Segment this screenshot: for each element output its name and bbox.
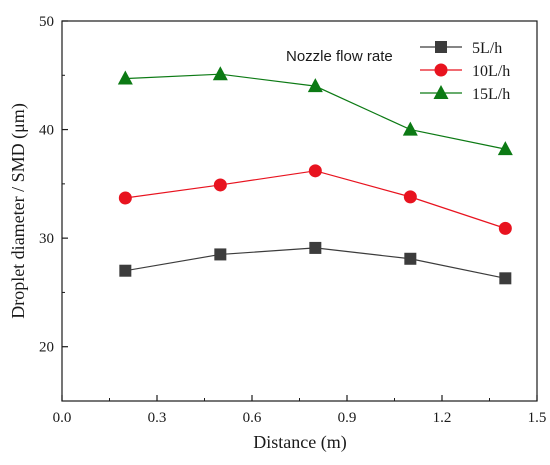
data-point [404,252,417,265]
data-point [498,221,512,235]
data-point [307,78,323,93]
x-tick-label: 1.2 [433,410,452,426]
legend: 5L/h 10L/h 15L/h [420,40,510,103]
data-point [403,190,417,204]
x-tick-label: 0.6 [243,410,262,426]
y-tick-label: 30 [39,231,54,247]
x-tick-label: 0.3 [148,410,167,426]
series-2 [117,66,513,156]
y-axis-title: Droplet diameter / SMD (μm) [8,103,29,319]
x-tick-label: 0.0 [53,410,72,426]
data-point [309,241,322,254]
legend-label: 15L/h [472,86,510,103]
data-point [214,248,227,261]
legend-marker [434,63,448,77]
x-tick-label: 0.9 [338,410,357,426]
y-tick-label: 40 [39,123,54,139]
legend-marker [435,41,447,53]
data-point [118,191,132,205]
legend-title: Nozzle flow rate [286,48,393,65]
legend-label: 10L/h [472,63,510,80]
data-point [402,121,418,136]
data-point [212,66,228,81]
data-point [497,141,513,156]
y-axis: 20 30 40 50 [39,14,68,402]
y-tick-label: 20 [39,340,54,356]
data-point [213,178,227,192]
data-point [119,264,132,277]
x-axis: 0.0 0.3 0.6 0.9 1.2 1.5 [53,395,547,426]
x-axis-title: Distance (m) [253,432,346,453]
legend-marker [433,85,449,99]
series-1 [118,164,512,235]
data-point [308,164,322,178]
series-line [125,170,506,229]
data-point [117,70,133,85]
legend-label: 5L/h [472,40,502,57]
data-point [499,272,512,285]
series-0 [119,241,512,285]
y-tick-label: 50 [39,14,54,30]
series-layer [117,66,513,285]
x-tick-label: 1.5 [528,410,547,426]
